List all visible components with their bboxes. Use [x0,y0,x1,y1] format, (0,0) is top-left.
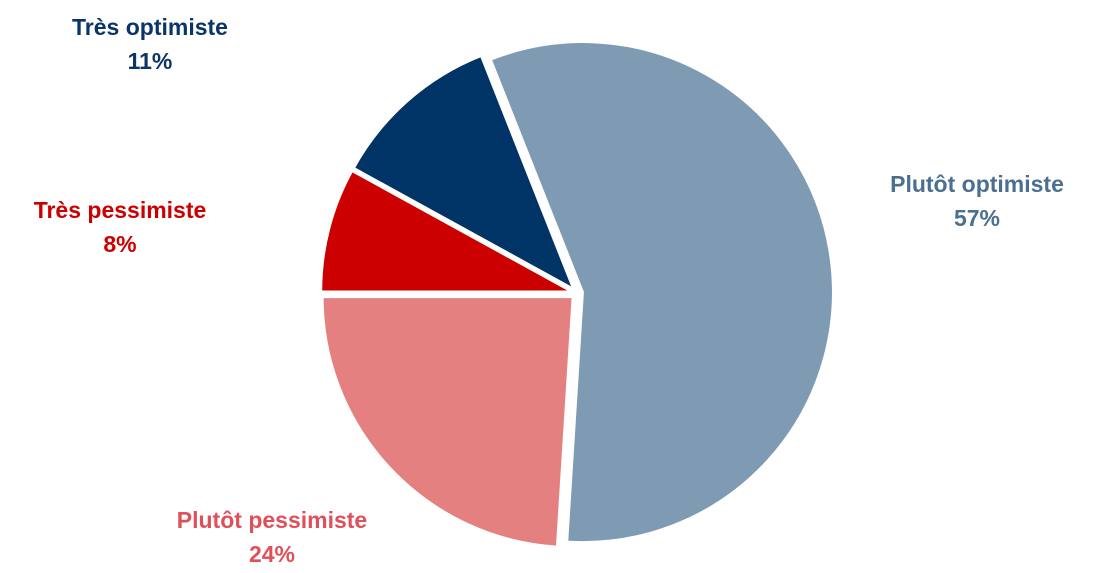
slice-label-plutot-pessimiste-value: 24% [248,541,296,567]
slice-label-tres-optimiste-value: 11% [127,48,173,74]
slice-label-tres-optimiste-name: Très optimiste [72,14,228,40]
slice-label-plutot-optimiste: Plutôt optimiste 57% [890,167,1064,235]
slice-label-plutot-optimiste-value: 57% [953,205,1001,231]
slice-label-tres-pessimiste-name: Très pessimiste [33,197,207,223]
pie-slice-plutot-optimiste [489,41,834,544]
slice-label-tres-pessimiste: Très pessimiste 8% [34,193,207,261]
slice-label-plutot-pessimiste: Plutôt pessimiste 24% [177,503,367,571]
pie-slice-tres-optimiste [352,54,575,291]
slice-label-tres-pessimiste-value: 8% [103,231,137,257]
slice-label-plutot-pessimiste-name: Plutôt pessimiste [176,507,368,533]
pie-slice-tres-pessimiste [320,169,572,293]
pie-slice-plutot-pessimiste [321,296,574,548]
slice-label-plutot-optimiste-name: Plutôt optimiste [890,171,1064,197]
slice-label-tres-optimiste: Très optimiste 11% [72,10,228,78]
